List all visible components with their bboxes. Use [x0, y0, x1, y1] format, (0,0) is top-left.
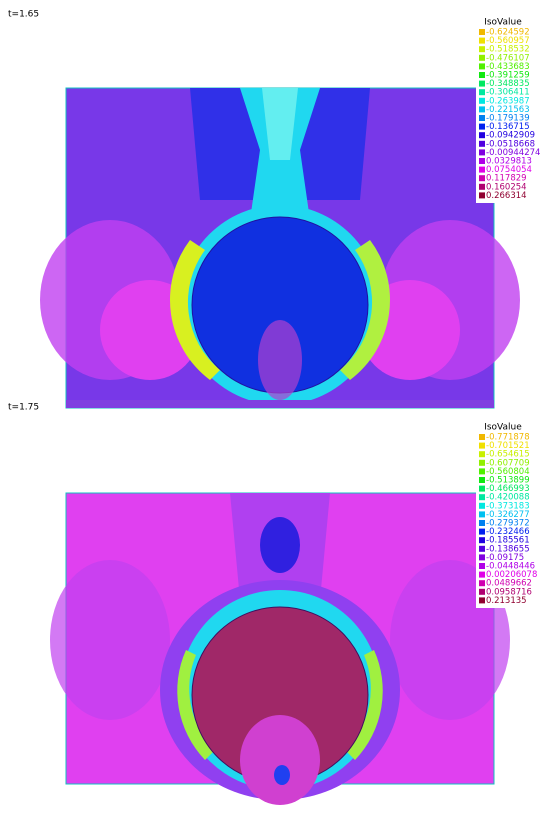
legend-value: 0.213135 — [486, 596, 527, 606]
legend-swatch — [479, 520, 485, 526]
legend-swatch — [479, 443, 485, 449]
legend-swatch — [479, 124, 485, 130]
legend-swatch — [479, 106, 485, 112]
legend-swatch — [479, 184, 485, 190]
legend-swatch — [479, 460, 485, 466]
legend-swatch — [479, 46, 485, 52]
legend-swatch — [479, 149, 485, 155]
legend-swatch — [479, 529, 485, 535]
legend-swatch — [479, 451, 485, 457]
legend-swatch — [479, 537, 485, 543]
legend-swatch — [479, 486, 485, 492]
legend-swatch — [479, 468, 485, 474]
legend-swatch — [479, 98, 485, 104]
legend-swatch — [479, 29, 485, 35]
legend-title: IsoValue — [484, 423, 522, 433]
legend-swatch — [479, 597, 485, 603]
legend-value: 0.266314 — [486, 191, 527, 201]
legend-swatch — [479, 192, 485, 198]
time-label: t=1.75 — [8, 403, 39, 413]
legend-swatch — [479, 563, 485, 569]
legend-swatch — [479, 158, 485, 164]
page: t=1.65IsoValue-0.624592-0.560957-0.51853… — [0, 0, 544, 813]
legend-swatch — [479, 38, 485, 44]
plot-1 — [40, 88, 520, 408]
legend-swatch — [479, 89, 485, 95]
legend-swatch — [479, 434, 485, 440]
legend-swatch — [479, 141, 485, 147]
legend-swatch — [479, 115, 485, 121]
legend-swatch — [479, 72, 485, 78]
legend-swatch — [479, 63, 485, 69]
legend-swatch — [479, 132, 485, 138]
legend-swatch — [479, 511, 485, 517]
legend-swatch — [479, 572, 485, 578]
legend-swatch — [479, 81, 485, 87]
legend-title: IsoValue — [484, 18, 522, 28]
legend-swatch — [479, 503, 485, 509]
legend-swatch — [479, 546, 485, 552]
legend-swatch — [479, 477, 485, 483]
legend-swatch — [479, 175, 485, 181]
legend-swatch — [479, 589, 485, 595]
time-label: t=1.65 — [8, 10, 39, 20]
legend-swatch — [479, 494, 485, 500]
legend-swatch — [479, 554, 485, 560]
plot-2 — [50, 493, 510, 805]
legend-swatch — [479, 580, 485, 586]
legend-swatch — [479, 55, 485, 61]
legend-swatch — [479, 167, 485, 173]
